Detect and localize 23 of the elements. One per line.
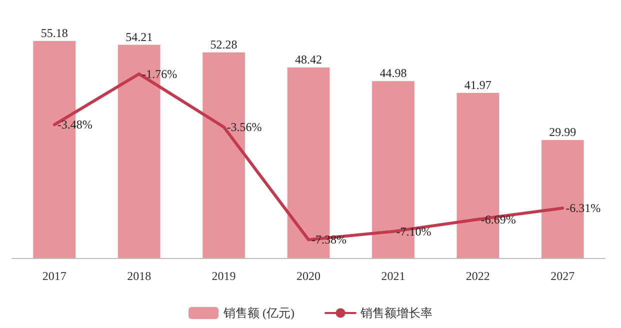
data-label: 52.28 [210, 37, 238, 52]
data-label: -7.10% [396, 224, 432, 238]
data-label: 48.42 [295, 52, 322, 67]
data-label: 54.21 [126, 30, 153, 44]
data-label: -6.69% [480, 212, 516, 226]
x-tick-label: 2017 [42, 269, 66, 283]
x-tick-label: 2022 [466, 269, 490, 283]
data-label: -3.56% [226, 120, 262, 134]
x-tick-label: 2018 [127, 269, 152, 283]
legend-label: 销售额 (亿元) [222, 306, 295, 320]
data-label: -6.31% [566, 201, 601, 216]
data-label: 29.99 [549, 125, 576, 140]
data-label: 44.98 [380, 66, 407, 80]
data-label: -1.76% [142, 66, 178, 81]
legend-label: 销售额增长率 [359, 306, 432, 320]
data-label: -3.48% [57, 118, 92, 132]
data-label: 55.18 [40, 26, 68, 40]
x-tick-label: 2021 [381, 269, 406, 283]
x-tick-label: 2019 [212, 269, 236, 283]
data-label: -7.38% [312, 232, 346, 247]
x-tick-label: 2020 [296, 269, 320, 283]
data-label: 41.97 [464, 78, 492, 92]
x-tick-label: 2027 [550, 269, 575, 283]
